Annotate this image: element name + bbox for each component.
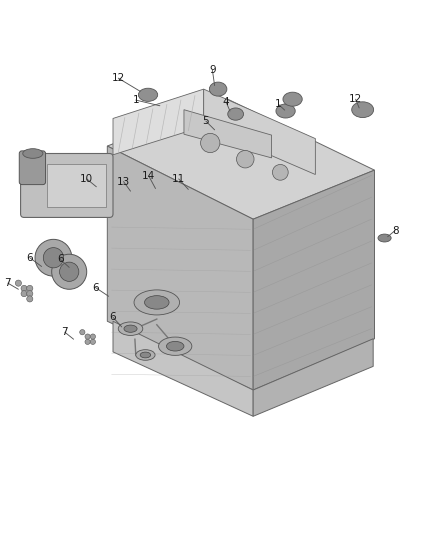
Circle shape [27, 285, 33, 292]
Polygon shape [204, 89, 315, 174]
Circle shape [27, 290, 33, 297]
Polygon shape [253, 339, 373, 416]
FancyBboxPatch shape [21, 154, 113, 217]
Circle shape [90, 334, 95, 339]
Circle shape [21, 290, 27, 297]
Text: 6: 6 [26, 253, 33, 263]
Text: 12: 12 [349, 94, 362, 104]
Circle shape [21, 285, 27, 292]
Circle shape [80, 329, 85, 335]
Text: 8: 8 [392, 225, 399, 236]
Text: 7: 7 [61, 327, 68, 337]
Ellipse shape [23, 149, 43, 158]
Ellipse shape [352, 102, 374, 118]
Text: 14: 14 [142, 171, 155, 181]
Text: 11: 11 [172, 174, 185, 184]
Text: 6: 6 [110, 312, 117, 322]
Ellipse shape [140, 352, 151, 358]
Ellipse shape [136, 350, 155, 360]
Text: 1: 1 [132, 95, 139, 105]
Circle shape [15, 280, 21, 286]
Ellipse shape [228, 108, 244, 120]
Text: 12: 12 [112, 73, 125, 83]
Text: 9: 9 [209, 65, 216, 75]
Ellipse shape [276, 104, 295, 118]
Ellipse shape [145, 296, 169, 309]
Ellipse shape [159, 337, 192, 356]
Polygon shape [107, 99, 374, 219]
Circle shape [85, 339, 90, 344]
Text: 5: 5 [202, 116, 209, 126]
Circle shape [237, 150, 254, 168]
Circle shape [27, 296, 33, 302]
Ellipse shape [124, 325, 137, 332]
Polygon shape [113, 89, 204, 155]
Polygon shape [113, 321, 253, 416]
Text: 1: 1 [275, 100, 282, 109]
Circle shape [52, 254, 87, 289]
Ellipse shape [134, 290, 180, 315]
Ellipse shape [283, 92, 302, 106]
Circle shape [90, 339, 95, 344]
Ellipse shape [118, 322, 143, 335]
Polygon shape [253, 170, 374, 390]
Polygon shape [184, 110, 272, 158]
Polygon shape [107, 146, 253, 390]
Text: 6: 6 [92, 282, 99, 293]
Text: 4: 4 [223, 97, 230, 107]
Circle shape [272, 165, 288, 180]
Circle shape [43, 248, 64, 268]
Circle shape [85, 334, 90, 339]
FancyBboxPatch shape [47, 164, 106, 207]
Text: 6: 6 [57, 254, 64, 264]
FancyBboxPatch shape [19, 151, 46, 184]
Ellipse shape [138, 88, 158, 101]
Text: 13: 13 [117, 176, 130, 187]
Text: 10: 10 [80, 174, 93, 184]
Text: 7: 7 [4, 278, 11, 288]
Circle shape [35, 239, 72, 276]
Circle shape [201, 133, 220, 152]
Ellipse shape [209, 82, 227, 96]
Ellipse shape [378, 234, 391, 242]
Ellipse shape [166, 342, 184, 351]
Circle shape [60, 262, 79, 281]
